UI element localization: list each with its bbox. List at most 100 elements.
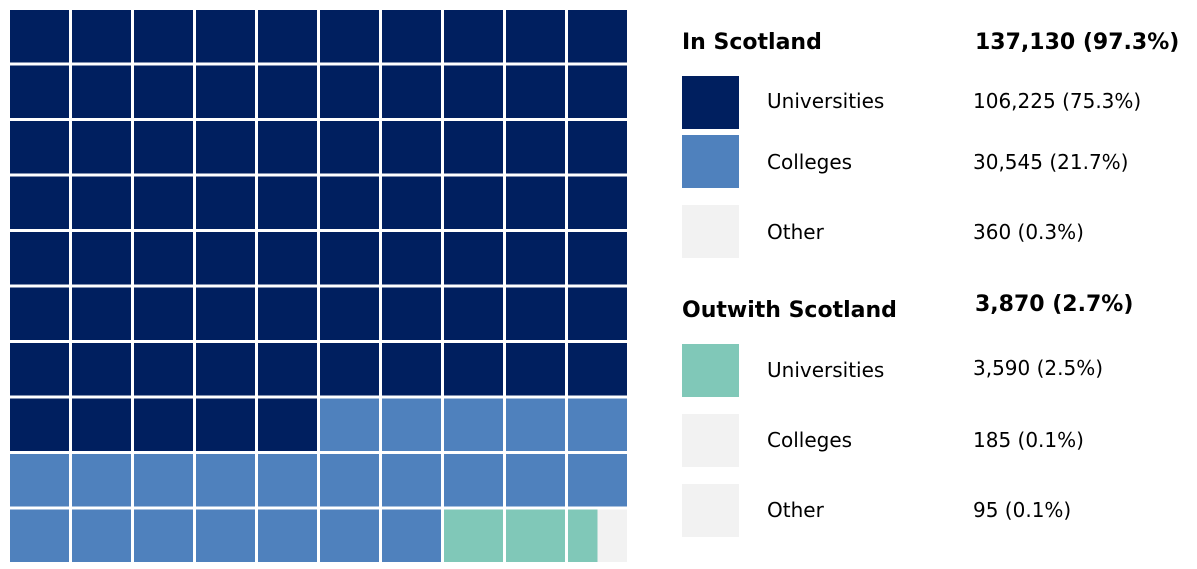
waffle-cell bbox=[382, 398, 441, 451]
waffle-cell bbox=[258, 398, 317, 451]
waffle-cell bbox=[444, 287, 503, 340]
waffle-cell bbox=[506, 10, 565, 63]
waffle-cell bbox=[320, 343, 379, 396]
waffle-cell bbox=[134, 65, 193, 118]
legend-swatch-in-scotland-colleges bbox=[682, 135, 739, 188]
waffle-cell bbox=[382, 232, 441, 285]
waffle-cell bbox=[258, 10, 317, 63]
waffle-cell bbox=[258, 65, 317, 118]
waffle-cell bbox=[10, 10, 69, 63]
waffle-cell bbox=[506, 121, 565, 174]
waffle-cell bbox=[382, 65, 441, 118]
legend-swatch-in-scotland-universities bbox=[682, 76, 739, 129]
waffle-cell bbox=[196, 65, 255, 118]
waffle-cell bbox=[10, 121, 69, 174]
legend-value-outwith-scotland-universities: 3,590 (2.5%) bbox=[973, 356, 1104, 380]
waffle-cell bbox=[568, 176, 627, 229]
waffle-cell bbox=[258, 454, 317, 507]
waffle-cell bbox=[444, 176, 503, 229]
waffle-cell bbox=[568, 509, 598, 562]
waffle-cell bbox=[134, 232, 193, 285]
waffle-cell bbox=[568, 232, 627, 285]
legend-value-in-scotland-colleges: 30,545 (21.7%) bbox=[973, 150, 1129, 174]
waffle-cell bbox=[382, 10, 441, 63]
waffle-cell bbox=[568, 287, 627, 340]
waffle-cell bbox=[134, 343, 193, 396]
waffle-cell bbox=[72, 509, 131, 562]
waffle-cell bbox=[382, 343, 441, 396]
waffle-cell bbox=[196, 176, 255, 229]
waffle-cell bbox=[444, 398, 503, 451]
group-title-outwith-scotland: Outwith Scotland bbox=[682, 298, 897, 323]
waffle-cell bbox=[72, 287, 131, 340]
legend-label-in-scotland-colleges: Colleges bbox=[767, 150, 853, 174]
waffle-cell bbox=[134, 287, 193, 340]
waffle-cell bbox=[72, 232, 131, 285]
waffle-cell bbox=[10, 509, 69, 562]
waffle-cell bbox=[10, 65, 69, 118]
legend-value-in-scotland-other: 360 (0.3%) bbox=[973, 220, 1084, 244]
waffle-cell bbox=[320, 176, 379, 229]
legend-label-in-scotland-universities: Universities bbox=[767, 89, 885, 113]
waffle-cell bbox=[134, 10, 193, 63]
waffle-cell bbox=[320, 454, 379, 507]
waffle-cell bbox=[382, 121, 441, 174]
waffle-cell bbox=[320, 121, 379, 174]
waffle-cell bbox=[444, 454, 503, 507]
waffle-cell bbox=[568, 121, 627, 174]
waffle-cell bbox=[196, 121, 255, 174]
waffle-cell bbox=[196, 232, 255, 285]
waffle-grid bbox=[10, 10, 627, 562]
waffle-cell bbox=[506, 287, 565, 340]
group-total-in-scotland: 137,130 (97.3%) bbox=[975, 30, 1180, 55]
waffle-cell bbox=[258, 176, 317, 229]
waffle-cell bbox=[72, 343, 131, 396]
waffle-cell bbox=[320, 10, 379, 63]
waffle-cell bbox=[72, 65, 131, 118]
waffle-cell bbox=[506, 176, 565, 229]
legend: In Scotland 137,130 (97.3%) Universities… bbox=[680, 0, 1197, 565]
waffle-cell bbox=[444, 343, 503, 396]
legend-label-outwith-scotland-colleges: Colleges bbox=[767, 428, 853, 452]
waffle-cell bbox=[444, 121, 503, 174]
waffle-cell bbox=[444, 232, 503, 285]
waffle-cell bbox=[444, 509, 503, 562]
waffle-cell bbox=[258, 509, 317, 562]
waffle-cell bbox=[72, 121, 131, 174]
waffle-cell bbox=[134, 121, 193, 174]
waffle-cell bbox=[134, 398, 193, 451]
legend-swatch-outwith-scotland-colleges bbox=[682, 414, 739, 467]
waffle-chart bbox=[10, 10, 627, 562]
waffle-cell bbox=[506, 65, 565, 118]
waffle-cell bbox=[444, 10, 503, 63]
waffle-cell bbox=[72, 176, 131, 229]
waffle-cell bbox=[72, 10, 131, 63]
waffle-cell bbox=[196, 509, 255, 562]
legend-label-in-scotland-other: Other bbox=[767, 220, 824, 244]
waffle-cell bbox=[382, 287, 441, 340]
legend-value-in-scotland-universities: 106,225 (75.3%) bbox=[973, 89, 1142, 113]
waffle-cell bbox=[196, 10, 255, 63]
waffle-cell bbox=[382, 509, 441, 562]
waffle-cell bbox=[258, 287, 317, 340]
waffle-cell bbox=[258, 343, 317, 396]
waffle-cell bbox=[134, 176, 193, 229]
waffle-cell bbox=[134, 509, 193, 562]
waffle-cell bbox=[506, 343, 565, 396]
legend-label-outwith-scotland-universities: Universities bbox=[767, 358, 885, 382]
waffle-cell bbox=[320, 398, 379, 451]
waffle-cell bbox=[10, 232, 69, 285]
waffle-cell bbox=[506, 232, 565, 285]
waffle-cell bbox=[506, 509, 565, 562]
waffle-cell bbox=[134, 454, 193, 507]
waffle-cell bbox=[382, 176, 441, 229]
waffle-cell bbox=[10, 287, 69, 340]
legend-swatch-outwith-scotland-other bbox=[682, 484, 739, 537]
waffle-cell bbox=[568, 65, 627, 118]
waffle-cell bbox=[568, 398, 627, 451]
legend-value-outwith-scotland-other: 95 (0.1%) bbox=[973, 498, 1072, 522]
waffle-cell bbox=[320, 509, 379, 562]
waffle-cell bbox=[10, 398, 69, 451]
waffle-cell bbox=[568, 343, 627, 396]
legend-swatch-outwith-scotland-universities bbox=[682, 344, 739, 397]
